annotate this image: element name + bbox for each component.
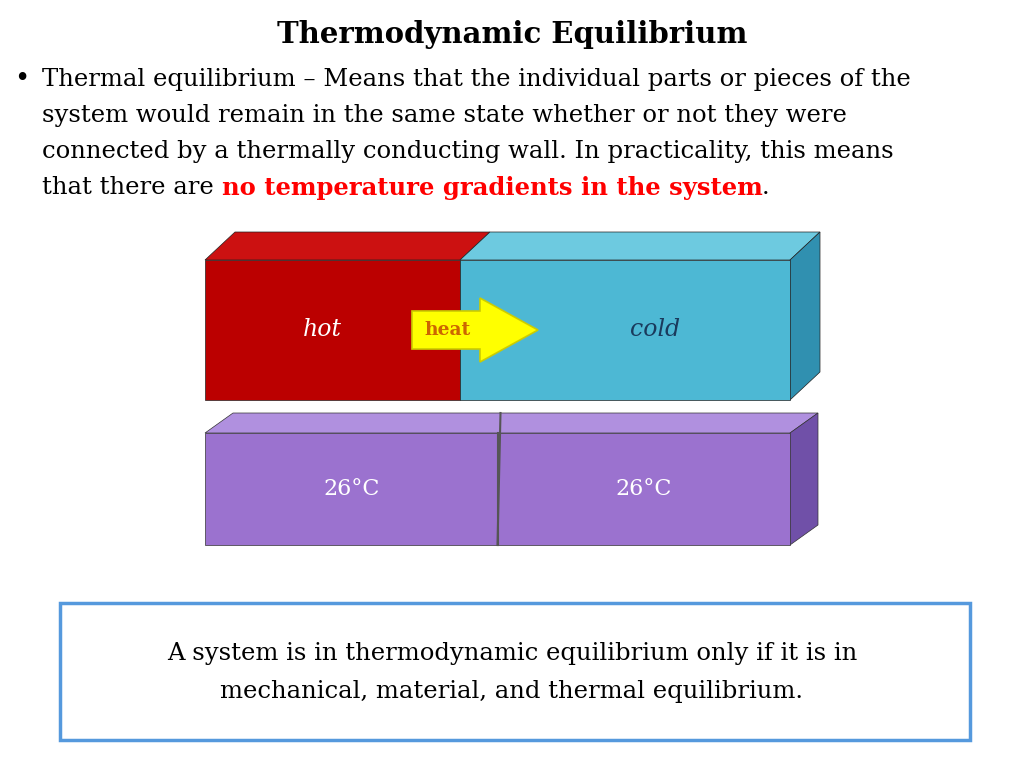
- Text: mechanical, material, and thermal equilibrium.: mechanical, material, and thermal equili…: [220, 680, 804, 703]
- Polygon shape: [205, 232, 490, 260]
- Text: Thermodynamic Equilibrium: Thermodynamic Equilibrium: [276, 20, 748, 49]
- Text: .: .: [762, 176, 770, 199]
- Text: heat: heat: [425, 321, 471, 339]
- Polygon shape: [205, 260, 460, 400]
- Text: •: •: [14, 66, 30, 91]
- Polygon shape: [790, 232, 820, 400]
- Text: A system is in thermodynamic equilibrium only if it is in: A system is in thermodynamic equilibrium…: [167, 642, 857, 665]
- Polygon shape: [460, 260, 790, 400]
- Polygon shape: [205, 433, 790, 545]
- Text: 26°C: 26°C: [323, 478, 380, 500]
- Polygon shape: [460, 232, 820, 260]
- Text: cold: cold: [630, 319, 680, 342]
- Text: that there are: that there are: [42, 176, 221, 199]
- Text: hot: hot: [303, 319, 342, 342]
- Polygon shape: [790, 413, 818, 545]
- Polygon shape: [412, 298, 538, 362]
- FancyBboxPatch shape: [60, 603, 970, 740]
- Text: 26°C: 26°C: [615, 478, 672, 500]
- Polygon shape: [205, 413, 818, 433]
- Text: Thermal equilibrium – Means that the individual parts or pieces of the: Thermal equilibrium – Means that the ind…: [42, 68, 910, 91]
- Text: connected by a thermally conducting wall. In practicality, this means: connected by a thermally conducting wall…: [42, 140, 894, 163]
- Text: system would remain in the same state whether or not they were: system would remain in the same state wh…: [42, 104, 847, 127]
- Text: no temperature gradients in the system: no temperature gradients in the system: [221, 176, 762, 200]
